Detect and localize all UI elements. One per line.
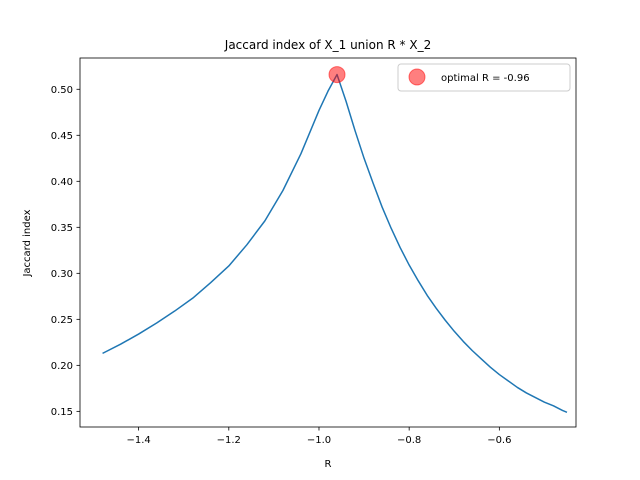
y-tick-label: 0.50 — [51, 85, 73, 96]
optimum-point — [328, 66, 346, 84]
y-tick-label: 0.20 — [51, 361, 73, 372]
x-tick-label: −0.6 — [487, 435, 511, 446]
legend: optimal R = -0.96 — [397, 63, 571, 92]
y-tick-label: 0.40 — [51, 177, 73, 188]
plot-frame — [79, 57, 577, 428]
y-tick-label: 0.25 — [51, 315, 73, 326]
y-tick-label: 0.15 — [51, 407, 73, 418]
y-axis-label: Jaccard index — [22, 209, 33, 277]
legend-box — [397, 63, 571, 92]
plot-background — [80, 58, 576, 427]
series-line — [102, 73, 568, 413]
x-tick-label: −1.0 — [307, 435, 331, 446]
y-tick-label: 0.30 — [51, 269, 73, 280]
chart-title: Jaccard index of X_1 union R * X_2 — [224, 38, 431, 52]
legend-label: optimal R = -0.96 — [441, 73, 530, 84]
x-axis-label: R — [325, 459, 332, 470]
x-tick-label: −0.8 — [397, 435, 421, 446]
legend-marker — [408, 68, 426, 86]
y-tick-label: 0.45 — [51, 131, 73, 142]
x-axis: −1.4 −1.2 −1.0 −0.8 −0.6 — [126, 427, 511, 446]
x-tick-label: −1.2 — [217, 435, 241, 446]
y-axis: 0.15 0.20 0.25 0.30 0.35 0.40 0.45 0.50 — [51, 85, 80, 418]
plot-area — [79, 57, 577, 428]
x-tick-label: −1.4 — [126, 435, 150, 446]
y-tick-label: 0.35 — [51, 223, 73, 234]
